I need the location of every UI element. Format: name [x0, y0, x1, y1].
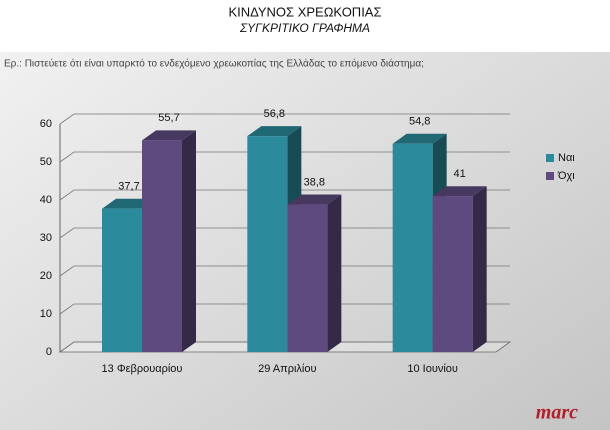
- value-label: 54,8: [409, 116, 430, 128]
- question: Ερ.: Πιστεύετε ότι είναι υπαρκτό το ενδε…: [4, 58, 424, 70]
- logo: marc: [536, 402, 578, 424]
- legend-label: Ναι: [558, 152, 575, 164]
- bar: [432, 196, 473, 352]
- bar-top: [142, 130, 196, 141]
- y-tick-label: 60: [40, 118, 52, 130]
- bar-top: [392, 133, 447, 144]
- y-tick-label: 0: [46, 346, 52, 358]
- bar: [287, 204, 328, 352]
- y-tick-label: 30: [40, 232, 52, 244]
- grid-line: [59, 227, 510, 239]
- bar-top: [247, 126, 302, 137]
- bar-top: [287, 194, 342, 205]
- bar: [102, 208, 142, 352]
- legend-swatch: [546, 172, 554, 180]
- value-label: 37,7: [118, 181, 139, 193]
- value-label: 38,8: [304, 176, 325, 188]
- bar-side: [327, 194, 342, 352]
- grid-line: [59, 113, 510, 125]
- grid-line: [59, 341, 510, 353]
- value-label: 41: [454, 168, 466, 180]
- y-tick-label: 10: [40, 308, 52, 320]
- bar-side: [182, 130, 196, 352]
- grid-line: [59, 189, 510, 201]
- bar-side: [472, 186, 487, 352]
- y-tick-label: 50: [40, 156, 52, 168]
- bar: [247, 136, 288, 352]
- grid-line: [59, 303, 510, 315]
- y-tick-label: 40: [40, 194, 52, 206]
- x-tick-label: 10 Ιουνίου: [407, 363, 458, 375]
- bar: [392, 143, 433, 352]
- x-tick-label: 29 Απριλίου: [258, 363, 316, 375]
- value-label: 56,8: [264, 108, 285, 120]
- grid-line: [59, 151, 510, 163]
- chart-title: ΚΙΝΔΥΝΟΣ ΧΡΕΩΚΟΠΙΑΣ: [228, 4, 381, 19]
- x-tick-label: 13 Φεβρουαρίου: [102, 363, 183, 375]
- value-label: 55,7: [158, 112, 179, 124]
- bar: [142, 140, 182, 352]
- header: [0, 0, 610, 52]
- grid-line: [59, 265, 510, 277]
- y-tick-label: 20: [40, 270, 52, 282]
- legend-label: Όχι: [557, 170, 575, 182]
- chart-subtitle: ΣΥΓΚΡΙΤΙΚΟ ΓΡΑΦΗΜΑ: [239, 21, 370, 35]
- legend-swatch: [546, 154, 554, 162]
- bar-top: [432, 186, 487, 197]
